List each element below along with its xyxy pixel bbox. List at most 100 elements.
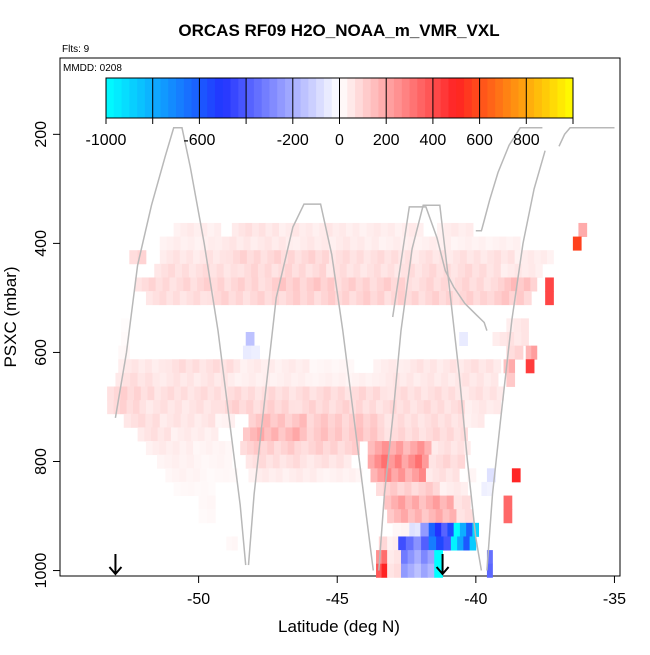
heatmap-cell xyxy=(288,400,297,415)
heatmap-cell xyxy=(436,236,445,251)
heatmap-cell xyxy=(302,468,311,483)
heatmap-cell xyxy=(236,236,244,251)
colorbar-strip xyxy=(331,78,340,118)
heatmap-cell xyxy=(159,413,168,428)
heatmap-cell xyxy=(440,277,449,292)
heatmap-cell xyxy=(391,468,399,483)
heatmap-cell xyxy=(434,386,442,401)
heatmap-cell xyxy=(479,263,487,278)
colorbar-tick-label: 200 xyxy=(373,132,400,149)
heatmap-cell xyxy=(370,291,378,306)
heatmap-cell xyxy=(211,427,219,442)
heatmap-cell xyxy=(415,454,423,469)
colorbar-strip xyxy=(518,78,527,118)
heatmap-cell xyxy=(393,386,402,401)
heatmap-cell xyxy=(330,386,339,401)
heatmap-cell xyxy=(405,536,414,551)
heatmap-cell xyxy=(179,454,187,469)
heatmap-cell xyxy=(278,427,286,442)
heatmap-cell xyxy=(521,263,529,278)
heatmap-cell xyxy=(307,291,315,306)
heatmap-cell xyxy=(403,400,411,415)
heatmap-cell xyxy=(407,386,415,401)
heatmap-cell xyxy=(463,441,471,456)
heatmap-cell xyxy=(450,263,459,278)
heatmap-cell xyxy=(494,291,503,306)
flight-track-segment xyxy=(558,127,615,147)
heatmap-cell xyxy=(407,236,416,251)
heatmap-cell xyxy=(328,236,337,251)
heatmap-cell xyxy=(181,400,190,415)
heatmap-cell xyxy=(360,263,368,278)
heatmap-cell xyxy=(471,236,480,251)
heatmap-cell xyxy=(420,522,430,537)
heatmap-cell xyxy=(380,222,389,237)
heatmap-cell xyxy=(478,236,486,251)
heatmap-cell xyxy=(499,331,508,347)
colorbar-strip xyxy=(487,78,496,118)
heatmap-cell xyxy=(383,277,392,292)
heatmap-cell xyxy=(480,250,488,265)
heatmap-cell xyxy=(222,468,231,483)
heatmap-cell xyxy=(479,400,487,415)
colorbar-strip xyxy=(417,78,426,118)
heatmap-cell xyxy=(209,263,218,278)
heatmap-cell xyxy=(414,550,422,565)
heatmap-cell xyxy=(130,413,139,428)
heatmap-cell xyxy=(315,441,324,456)
heatmap-cell xyxy=(145,413,153,428)
heatmap-cell xyxy=(525,345,532,360)
heatmap-cell xyxy=(306,413,315,428)
heatmap-cell xyxy=(276,372,285,387)
heatmap-cell xyxy=(476,277,485,292)
heatmap-cell xyxy=(137,372,146,387)
heatmap-cell xyxy=(405,495,413,510)
heatmap-cell xyxy=(285,222,293,237)
flight-track-segment xyxy=(114,127,247,566)
colorbar-strip xyxy=(121,78,130,118)
heatmap-cell xyxy=(285,277,294,292)
x-tick-label: -45 xyxy=(326,591,349,608)
heatmap-cell xyxy=(187,413,195,428)
heatmap-cell xyxy=(396,400,404,415)
heatmap-cell xyxy=(329,468,337,483)
colorbar-strip xyxy=(191,78,200,118)
heatmap-cell xyxy=(376,550,382,565)
heatmap-cell xyxy=(194,481,202,496)
heatmap-cell xyxy=(264,427,272,442)
heatmap-cell xyxy=(336,468,344,483)
heatmap-cell xyxy=(430,400,438,415)
heatmap-cell xyxy=(382,400,391,415)
heatmap-cell xyxy=(193,291,201,306)
heatmap-cell xyxy=(355,468,363,483)
heatmap-cell xyxy=(251,263,259,278)
heatmap-cell xyxy=(292,413,300,428)
heatmap-cell xyxy=(209,454,218,469)
heatmap-cell xyxy=(206,359,214,374)
heatmap-cell xyxy=(141,277,150,292)
heatmap-cell xyxy=(400,509,409,524)
heatmap-cell xyxy=(253,250,261,265)
heatmap-cell xyxy=(330,441,338,456)
heatmap-cell xyxy=(453,481,461,496)
heatmap-cell xyxy=(216,263,224,278)
heatmap-cell xyxy=(349,413,357,428)
heatmap-cell xyxy=(215,236,223,251)
heatmap-cell xyxy=(506,331,515,347)
heatmap-cell xyxy=(437,413,446,428)
heatmap-cell xyxy=(352,222,360,237)
heatmap-cell xyxy=(212,441,220,456)
heatmap-cell xyxy=(408,263,416,278)
colorbar-strip xyxy=(471,78,481,118)
heatmap-cell xyxy=(416,400,425,415)
heatmap-cell xyxy=(400,550,409,565)
heatmap-cell xyxy=(384,250,392,265)
heatmap-cell xyxy=(166,441,174,456)
heatmap-cell xyxy=(295,400,303,415)
colorbar-strip xyxy=(502,78,512,118)
heatmap-cell xyxy=(268,386,276,401)
heatmap-cell xyxy=(416,222,424,237)
heatmap-cell xyxy=(469,536,477,551)
heatmap-cell xyxy=(332,263,341,278)
heatmap-cell xyxy=(412,250,420,265)
